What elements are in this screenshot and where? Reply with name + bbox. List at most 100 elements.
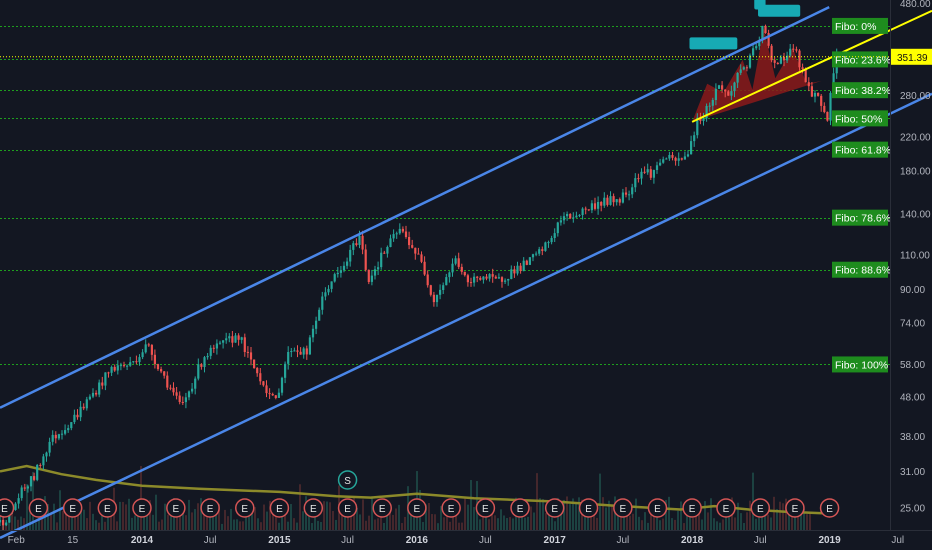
volume-bar	[164, 503, 166, 530]
candle-body	[380, 252, 383, 268]
earnings-marker[interactable]	[716, 498, 736, 518]
candle-body	[383, 252, 386, 254]
fibo-label-box	[832, 261, 888, 278]
channel-upper-line[interactable]	[0, 5, 830, 409]
resistance-highlights[interactable]	[689, 0, 801, 50]
earnings-marker[interactable]	[578, 498, 599, 518]
candle-body	[519, 265, 522, 271]
volume-bar	[218, 503, 220, 530]
event-markers[interactable]: E E E E E E E E E E E E E E E E E E E E E E E E E S	[0, 470, 840, 518]
earnings-marker[interactable]	[62, 498, 83, 518]
volume-bar	[710, 498, 712, 530]
candle-body	[135, 361, 138, 363]
earnings-marker[interactable]	[510, 498, 530, 518]
candle-body	[708, 105, 711, 107]
neckline[interactable]	[691, 9, 932, 123]
neckline-line[interactable]	[691, 9, 932, 123]
price-tick-label: 58.00	[900, 360, 925, 371]
earnings-marker[interactable]	[441, 498, 461, 518]
candle-body	[693, 135, 696, 142]
volume-bar	[308, 503, 310, 530]
earnings-marker[interactable]	[750, 498, 771, 518]
earnings-marker[interactable]	[97, 498, 118, 518]
volume-bar	[704, 501, 706, 530]
earnings-marker[interactable]	[372, 498, 392, 518]
candle-body	[677, 158, 680, 161]
volume-bar	[692, 518, 694, 530]
price-tick-label: 38.00	[900, 432, 925, 443]
volume-bar	[284, 507, 286, 530]
candle-body	[463, 271, 466, 276]
candle-body	[104, 372, 107, 386]
volume-bar	[281, 508, 283, 530]
volume-bar	[671, 518, 673, 530]
earnings-marker[interactable]	[819, 498, 840, 518]
channel-lower-line[interactable]	[0, 92, 932, 540]
earnings-marker[interactable]	[235, 498, 255, 518]
time-tick-label: 2014	[131, 535, 154, 546]
candle-body	[500, 277, 504, 282]
split-marker[interactable]	[337, 470, 358, 490]
volume-bar	[599, 473, 601, 530]
volume-bar	[530, 506, 532, 530]
volume-bar	[470, 480, 472, 530]
candle-body	[144, 344, 147, 353]
earnings-marker-label: E	[276, 504, 283, 515]
earnings-marker[interactable]	[269, 498, 290, 518]
volume-bar	[377, 518, 379, 530]
candle-body	[218, 342, 222, 344]
volume-bar	[773, 496, 775, 530]
earnings-marker[interactable]	[475, 498, 496, 518]
earnings-marker[interactable]	[682, 498, 702, 518]
volume-bar	[803, 508, 805, 530]
volume-bar	[140, 465, 142, 530]
volume-bar	[488, 519, 490, 530]
candle-body	[206, 355, 209, 358]
candle-body	[497, 277, 500, 279]
time-tick-label: Feb	[8, 535, 26, 546]
resistance-highlight-bar[interactable]	[754, 0, 766, 10]
volume-bar	[227, 516, 229, 530]
volume-bar	[572, 498, 574, 530]
candle-body	[290, 351, 293, 352]
earnings-marker[interactable]	[0, 498, 15, 518]
volume-bar	[734, 517, 736, 530]
volume-bar	[98, 522, 100, 530]
earnings-marker[interactable]	[785, 498, 805, 518]
candle-body	[36, 465, 39, 480]
trend-channel[interactable]	[0, 5, 932, 540]
candle-body	[358, 235, 361, 245]
candle-body	[748, 55, 752, 68]
candle-body	[184, 397, 187, 403]
earnings-marker[interactable]	[407, 498, 427, 518]
candle-body	[457, 258, 460, 267]
candle-body	[538, 249, 541, 254]
volume-bar	[473, 507, 475, 530]
volume-bar	[221, 523, 223, 530]
earnings-marker[interactable]	[337, 498, 358, 518]
candle-body	[637, 178, 640, 180]
volume-bar	[50, 513, 52, 530]
volume-bar	[560, 503, 562, 530]
earnings-marker[interactable]	[544, 498, 565, 518]
candle-body	[736, 72, 739, 83]
earnings-marker[interactable]	[200, 498, 220, 518]
earnings-marker[interactable]	[132, 498, 152, 518]
volume-bar	[464, 498, 466, 530]
candle-body	[2, 519, 5, 526]
volume-bar	[674, 519, 676, 530]
resistance-highlight-bar[interactable]	[689, 37, 738, 50]
earnings-marker[interactable]	[303, 498, 324, 518]
volume-bar	[413, 505, 415, 530]
fibo-label-box	[832, 17, 888, 34]
earnings-marker[interactable]	[28, 498, 49, 518]
earnings-marker[interactable]	[647, 498, 668, 518]
candle-body	[600, 202, 603, 206]
earnings-marker[interactable]	[166, 498, 186, 518]
time-axis[interactable]: Feb 15 2014 Jul 2015 Jul 2016 Jul 2017 Jul 2018 Jul…	[8, 535, 905, 546]
candle-body	[764, 25, 767, 33]
earnings-marker[interactable]	[613, 498, 633, 518]
resistance-highlight-bar[interactable]	[758, 4, 801, 17]
candle-body	[274, 395, 277, 398]
